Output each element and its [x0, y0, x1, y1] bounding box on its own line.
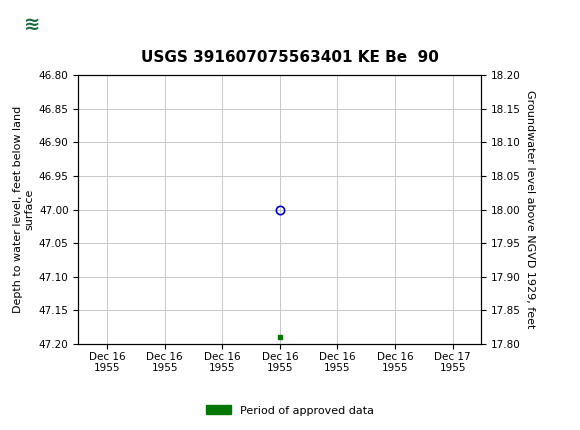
Legend: Period of approved data: Period of approved data	[202, 401, 378, 420]
Y-axis label: Groundwater level above NGVD 1929, feet: Groundwater level above NGVD 1929, feet	[525, 90, 535, 329]
Text: ≋: ≋	[24, 15, 40, 34]
Bar	[6, 4, 55, 46]
Text: USGS 391607075563401 KE Be  90: USGS 391607075563401 KE Be 90	[141, 49, 439, 64]
Text: USGS: USGS	[75, 16, 130, 34]
Y-axis label: Depth to water level, feet below land
surface: Depth to water level, feet below land su…	[13, 106, 35, 313]
